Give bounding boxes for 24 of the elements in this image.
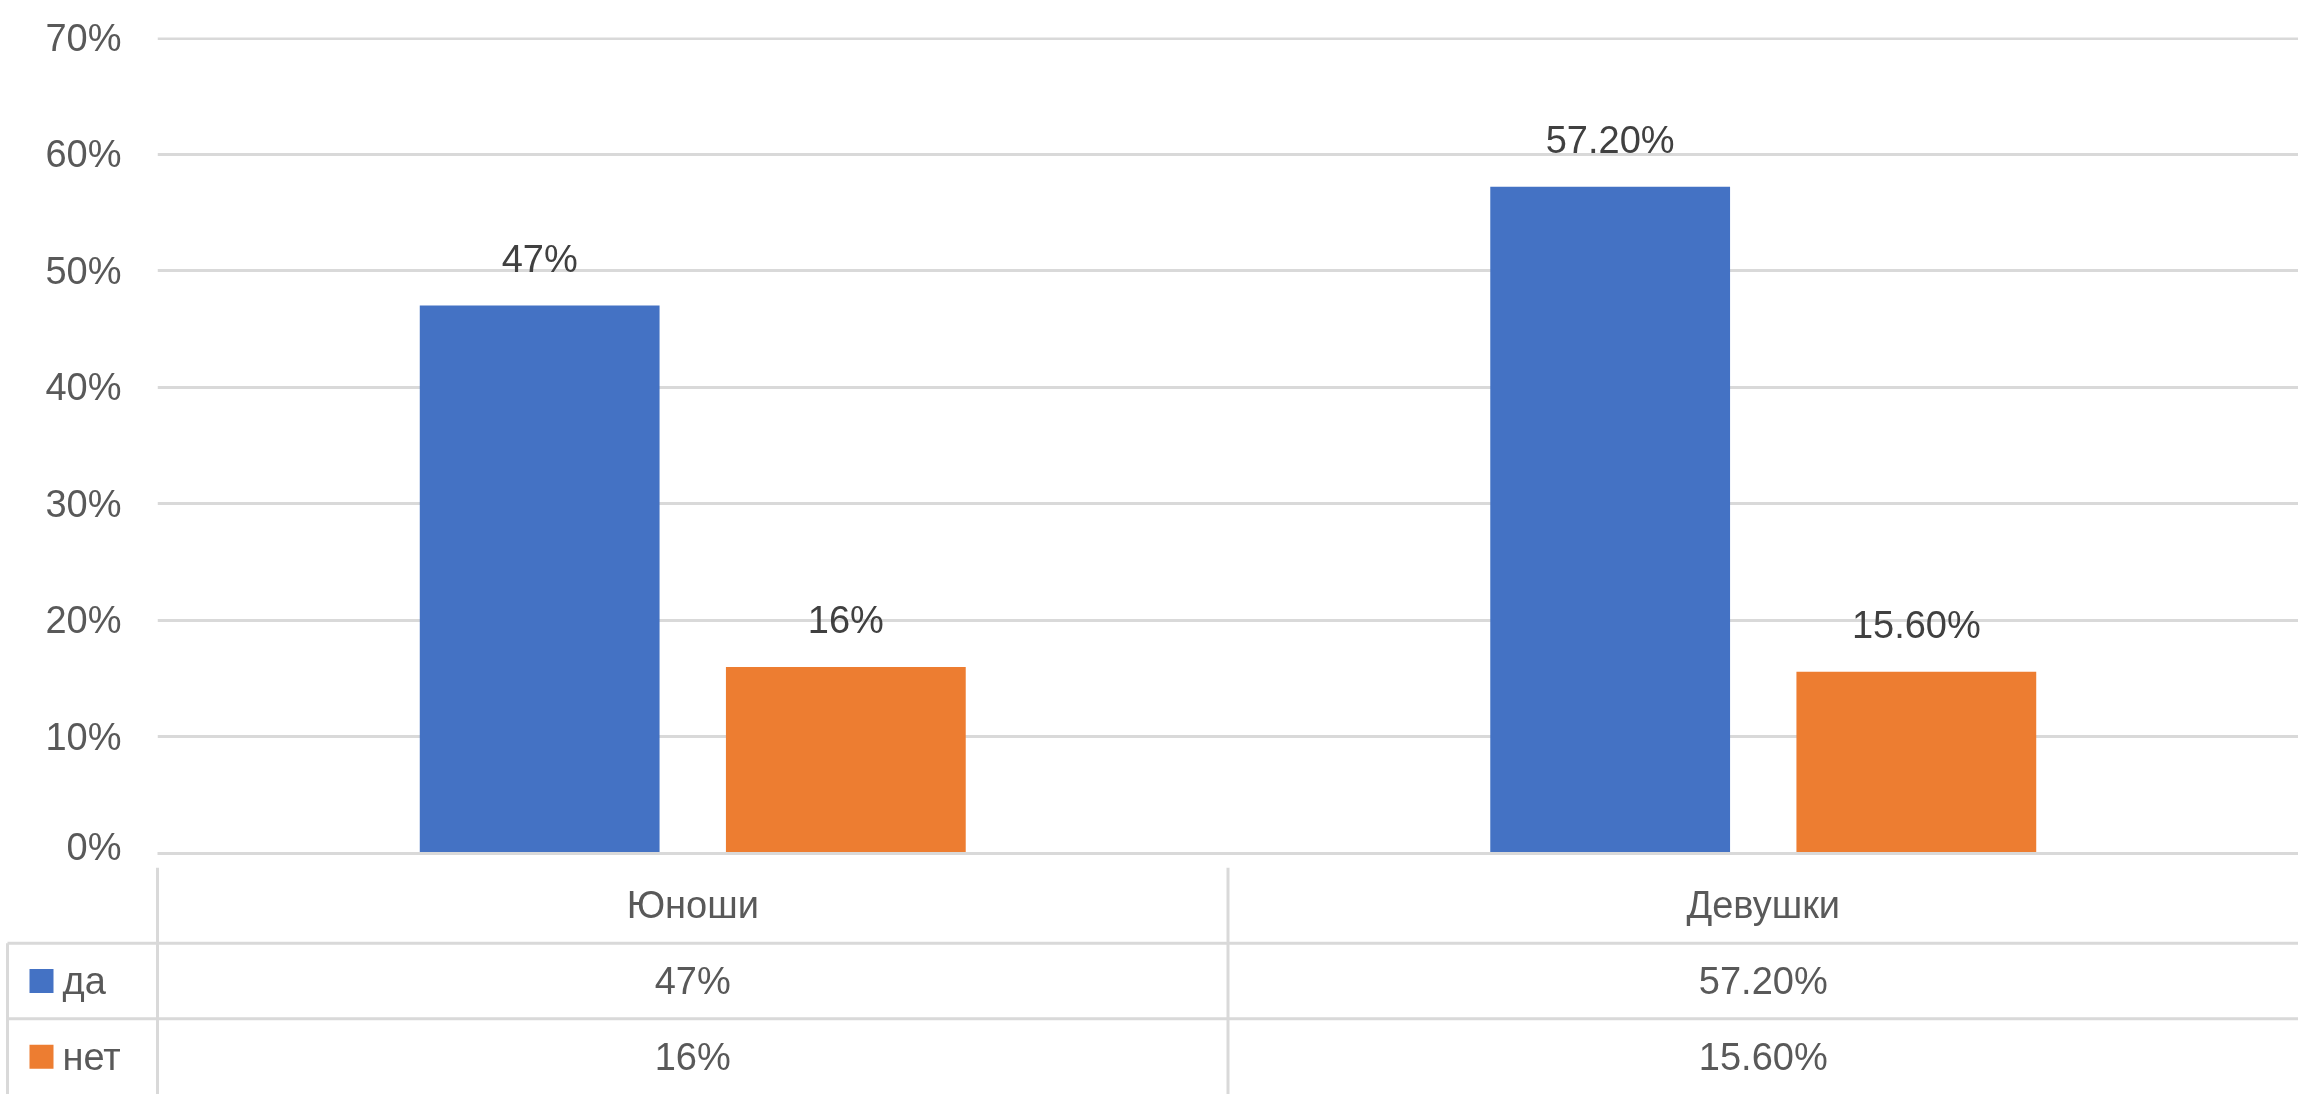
data-label: 47%: [654, 960, 731, 1002]
data-label: 57.20%: [1698, 960, 1828, 1002]
text: 15.60%: [1851, 603, 1981, 646]
data-label: 15.60%: [1698, 1035, 1828, 1078]
bar: [419, 305, 660, 854]
y-tick-label: 10%: [45, 715, 122, 758]
text: 16%: [807, 598, 884, 641]
y-tick-label: 60%: [45, 133, 122, 176]
bar: [1490, 186, 1731, 854]
data-label: 16%: [654, 1035, 731, 1078]
legend-label: да: [62, 960, 107, 1002]
y-tick-label: 0%: [66, 825, 122, 868]
x-tick-label: Юноши: [626, 884, 759, 927]
legend-label: нет: [62, 1035, 121, 1078]
y-tick-label: 20%: [45, 599, 122, 642]
bar: [1796, 671, 2037, 854]
x-tick-label: Девушки: [1686, 884, 1841, 927]
y-tick-label: 50%: [45, 249, 122, 292]
text: 47%: [501, 237, 578, 280]
y-tick-label: 30%: [45, 482, 122, 525]
bar: [725, 666, 966, 854]
text: 57.20%: [1545, 118, 1675, 161]
y-tick-label: 40%: [45, 366, 122, 409]
y-tick-label: 70%: [45, 16, 122, 59]
